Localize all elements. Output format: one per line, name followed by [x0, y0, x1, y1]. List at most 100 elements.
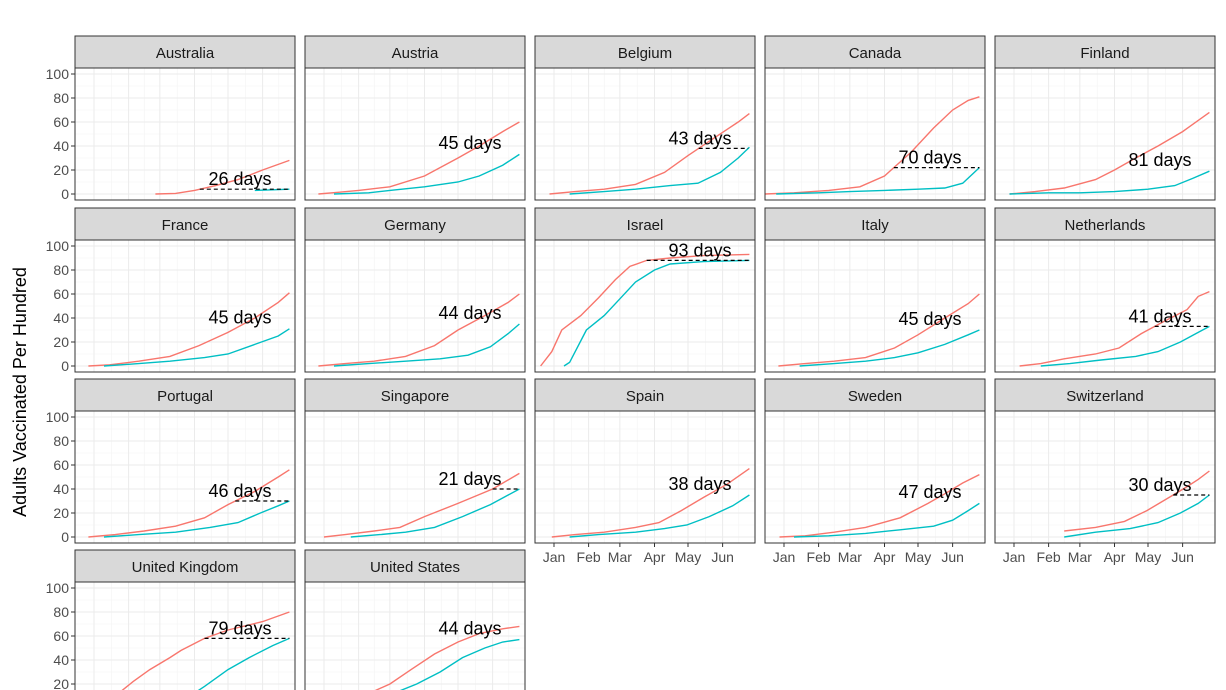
- panel-border: [74, 581, 296, 690]
- gap-label: 81 days: [1128, 150, 1191, 170]
- series-line-2: [1064, 494, 1210, 538]
- series-line-1: [374, 625, 520, 690]
- facet-title: United Kingdom: [132, 559, 239, 576]
- panel-border: [994, 67, 1216, 201]
- x-tick-label: Feb: [577, 549, 601, 565]
- series-line-2: [563, 259, 750, 367]
- x-tick-label: Apr: [1104, 549, 1126, 565]
- facet-title: Australia: [156, 45, 215, 62]
- panel-border: [74, 239, 296, 373]
- gap-label: 44 days: [438, 303, 501, 323]
- y-tick-label: 80: [53, 433, 69, 449]
- gap-label: 26 days: [208, 169, 271, 189]
- series-line-2: [799, 329, 980, 367]
- facet-austria: Austria 45 days: [304, 35, 526, 201]
- y-tick-label: 80: [53, 604, 69, 620]
- y-tick-label: 80: [53, 90, 69, 106]
- series-line-1: [121, 611, 290, 690]
- series-line-2: [333, 323, 520, 367]
- facet-strip: [74, 378, 296, 412]
- facet-title: Spain: [626, 388, 664, 405]
- facet-france: France 45 days 0 20 40 60 80 100: [46, 207, 296, 374]
- y-tick-label: 100: [46, 580, 70, 596]
- series-line-2: [793, 502, 980, 538]
- facet-switzerland: Switzerland 30 days Jan Feb Mar Apr May Jun: [994, 378, 1216, 565]
- facet-title: Switzerland: [1066, 388, 1144, 405]
- series-line-1: [1064, 470, 1210, 532]
- y-tick-label: 40: [53, 652, 69, 668]
- panel-border: [994, 410, 1216, 544]
- series-line-1: [318, 293, 520, 367]
- y-tick-label: 0: [61, 186, 69, 202]
- panel-border: [304, 581, 526, 690]
- facet-strip: [534, 378, 756, 412]
- series-line-1: [318, 121, 520, 195]
- panel-border: [304, 410, 526, 544]
- facet-title: Portugal: [157, 388, 213, 405]
- series-line-1: [88, 469, 290, 538]
- facet-netherlands: Netherlands 41 days: [994, 207, 1216, 373]
- x-tick-label: May: [905, 549, 931, 565]
- gap-label: 45 days: [438, 133, 501, 153]
- series-line-1: [549, 113, 750, 195]
- series-line-2: [569, 494, 750, 538]
- facet-strip: [534, 207, 756, 241]
- panel-border: [534, 67, 756, 201]
- series-line-2: [1040, 325, 1210, 367]
- facet-strip: [304, 35, 526, 69]
- gap-label: 43 days: [668, 128, 731, 148]
- x-tick-label: Apr: [644, 549, 666, 565]
- x-tick-label: Feb: [807, 549, 831, 565]
- y-tick-label: 100: [46, 238, 70, 254]
- y-tick-label: 100: [46, 409, 70, 425]
- x-tick-label: Jun: [711, 549, 734, 565]
- series-line-2: [350, 488, 520, 538]
- facet-spain: Spain 38 days Jan Feb Mar Apr May Jun: [534, 378, 756, 565]
- facet-belgium: Belgium 43 days: [534, 35, 756, 201]
- facet-title: Finland: [1080, 45, 1129, 62]
- y-tick-label: 20: [53, 162, 69, 178]
- facet-title: Italy: [861, 217, 889, 234]
- series-line-1: [551, 468, 750, 538]
- facet-strip: [994, 378, 1216, 412]
- gap-label: 70 days: [898, 148, 961, 168]
- panel-border: [534, 410, 756, 544]
- series-line-1: [1009, 111, 1210, 195]
- y-tick-label: 60: [53, 114, 69, 130]
- y-tick-label: 20: [53, 505, 69, 521]
- y-axis-title: Adults Vaccinated Per Hundred: [10, 267, 30, 517]
- x-tick-label: Jan: [773, 549, 796, 565]
- y-tick-label: 60: [53, 628, 69, 644]
- series-line-2: [333, 153, 520, 195]
- series-line-1: [88, 292, 290, 367]
- y-tick-label: 40: [53, 481, 69, 497]
- series-line-2: [1009, 170, 1210, 195]
- gap-label: 21 days: [438, 469, 501, 489]
- series-line-1: [764, 96, 980, 195]
- x-tick-label: May: [675, 549, 701, 565]
- series-line-2: [103, 328, 290, 367]
- facet-title: Canada: [849, 45, 902, 62]
- facet-title: Singapore: [381, 388, 449, 405]
- facet-portugal: Portugal 46 days 0 20 40 60 80 100: [46, 378, 296, 545]
- series-line-1: [779, 473, 980, 538]
- facet-united-states: United States 44 days: [304, 549, 526, 690]
- facet-title: United States: [370, 559, 460, 576]
- series-line-2: [197, 637, 290, 690]
- facet-title: Germany: [384, 217, 446, 234]
- facet-title: France: [162, 217, 209, 234]
- x-tick-label: May: [1135, 549, 1161, 565]
- panel-border: [534, 239, 756, 373]
- gap-label: 44 days: [438, 618, 501, 638]
- x-tick-label: Jan: [1003, 549, 1026, 565]
- facet-germany: Germany 44 days: [304, 207, 526, 373]
- panel-border: [74, 410, 296, 544]
- facet-australia: Australia 26 days 0 20 40 60 80 100: [46, 35, 296, 202]
- y-tick-label: 40: [53, 310, 69, 326]
- facet-canada: Canada 70 days: [764, 35, 986, 201]
- y-tick-label: 20: [53, 334, 69, 350]
- gap-label: 46 days: [208, 481, 271, 501]
- facet-title: Sweden: [848, 388, 902, 405]
